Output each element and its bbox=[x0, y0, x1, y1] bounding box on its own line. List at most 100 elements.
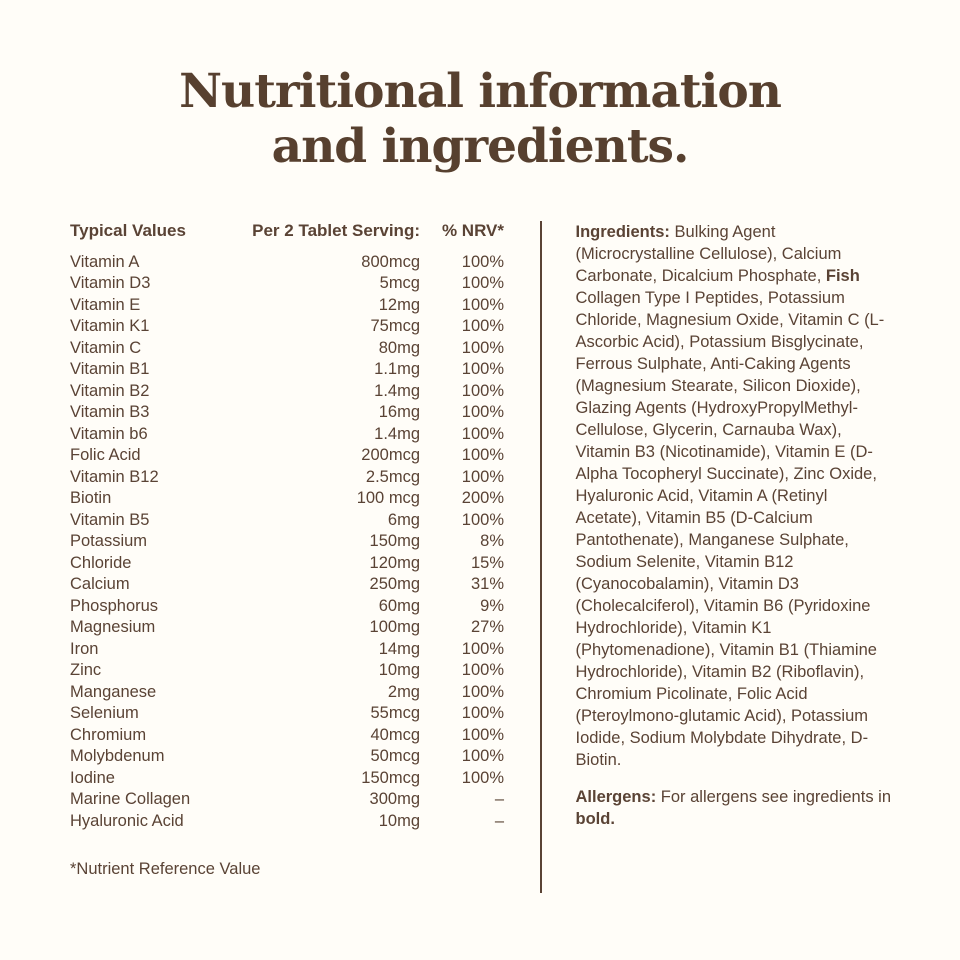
cell-nrv: 100% bbox=[461, 639, 504, 658]
header-nrv: % NRV* bbox=[441, 220, 504, 240]
cell-amount: 150mcg bbox=[361, 768, 420, 787]
cell-nrv: 100% bbox=[461, 725, 504, 744]
cell-nrv: 100% bbox=[461, 747, 504, 766]
cell-amount: 1.4mg bbox=[374, 381, 420, 400]
cell-nrv: 100% bbox=[461, 252, 504, 271]
cell-nrv: 200% bbox=[461, 489, 504, 508]
cell-amount: 2.5mcg bbox=[365, 467, 420, 486]
cell-amount: 40mcg bbox=[370, 725, 420, 744]
cell-nrv: 31% bbox=[470, 575, 504, 594]
cell-amount: 100mg bbox=[369, 618, 420, 637]
cell-amount: 1.4mg bbox=[374, 424, 420, 443]
table-row: Magnesium 100mg 27% bbox=[70, 617, 504, 639]
page-title-line1: Nutritional information bbox=[179, 64, 782, 119]
cell-amount: 16mg bbox=[378, 403, 420, 422]
table-row: Molybdenum 50mcg 100% bbox=[70, 746, 504, 768]
table-row: Phosphorus 60mg 9% bbox=[70, 596, 504, 618]
cell-name: Chromium bbox=[70, 725, 147, 744]
cell-name: Vitamin K1 bbox=[70, 317, 150, 336]
ingredients-text: Ingredients: Bulking Agent (Microcrystal… bbox=[575, 222, 885, 769]
cell-amount: 80mg bbox=[378, 338, 420, 357]
table-row: Vitamin B12 2.5mcg 100% bbox=[70, 467, 504, 489]
table-row: Vitamin A 800mcg 100% bbox=[70, 252, 504, 274]
table-row: Vitamin K1 75mcg 100% bbox=[70, 316, 504, 338]
cell-nrv: 100% bbox=[461, 274, 504, 293]
table-row: Vitamin E 12mg 100% bbox=[70, 295, 504, 317]
cell-name: Vitamin B2 bbox=[70, 381, 150, 400]
ingredients-column: Ingredients: Bulking Agent (Microcrystal… bbox=[576, 221, 897, 830]
cell-nrv: 27% bbox=[470, 618, 504, 637]
cell-amount: 10mg bbox=[378, 661, 420, 680]
cell-nrv: 8% bbox=[480, 532, 504, 551]
cell-nrv: 100% bbox=[461, 768, 504, 787]
cell-amount: 150mg bbox=[369, 532, 420, 551]
cell-nrv: 100% bbox=[461, 317, 504, 336]
cell-name: Vitamin B12 bbox=[70, 467, 159, 486]
cell-amount: 10mg bbox=[378, 811, 420, 830]
table-row: Manganese 2mg 100% bbox=[70, 682, 504, 704]
cell-nrv: 15% bbox=[470, 553, 504, 572]
table-row: Iodine 150mcg 100% bbox=[70, 768, 504, 790]
cell-amount: 55mcg bbox=[370, 704, 420, 723]
table-row: Hyaluronic Acid 10mg – bbox=[70, 811, 504, 833]
cell-nrv: 100% bbox=[461, 467, 504, 486]
table-row: Zinc 10mg 100% bbox=[70, 660, 504, 682]
cell-nrv: 9% bbox=[480, 596, 504, 615]
table-row: Chloride 120mg 15% bbox=[70, 553, 504, 575]
table-row: Folic Acid 200mcg 100% bbox=[70, 445, 504, 467]
table-row: Iron 14mg 100% bbox=[70, 639, 504, 661]
cell-nrv: – bbox=[494, 790, 504, 809]
cell-nrv: 100% bbox=[461, 360, 504, 379]
cell-amount: 300mg bbox=[369, 790, 420, 809]
table-row: Chromium 40mcg 100% bbox=[70, 725, 504, 747]
column-divider bbox=[540, 220, 542, 893]
cell-amount: 250mg bbox=[369, 575, 420, 594]
cell-name: Biotin bbox=[70, 489, 112, 508]
cell-nrv: – bbox=[494, 811, 504, 830]
cell-name: Iron bbox=[70, 639, 99, 658]
cell-amount: 120mg bbox=[369, 553, 420, 572]
cell-name: Folic Acid bbox=[70, 446, 141, 465]
header-typical-values: Typical Values bbox=[70, 220, 186, 240]
cell-name: Potassium bbox=[70, 532, 148, 551]
cell-name: Phosphorus bbox=[70, 596, 159, 615]
cell-name: Zinc bbox=[70, 661, 102, 680]
cell-nrv: 100% bbox=[461, 424, 504, 443]
table-row: Vitamin b6 1.4mg 100% bbox=[70, 424, 504, 446]
nutrition-table-body: Vitamin A 800mcg 100% Vitamin D3 5mcg 100% Vit… bbox=[70, 252, 504, 833]
cell-amount: 5mcg bbox=[379, 274, 420, 293]
table-row: Calcium 250mg 31% bbox=[70, 574, 504, 596]
cell-name: Iodine bbox=[70, 768, 115, 787]
cell-name: Calcium bbox=[70, 575, 130, 594]
cell-amount: 2mg bbox=[387, 682, 420, 701]
cell-amount: 60mg bbox=[378, 596, 420, 615]
cell-nrv: 100% bbox=[461, 381, 504, 400]
cell-nrv: 100% bbox=[461, 510, 504, 529]
cell-name: Vitamin C bbox=[70, 338, 142, 357]
cell-name: Chloride bbox=[70, 553, 132, 572]
cell-amount: 75mcg bbox=[370, 317, 420, 336]
label-content: Typical Values Per 2 Tablet Serving: % N… bbox=[0, 175, 960, 893]
header-per-serving: Per 2 Tablet Serving: bbox=[252, 220, 420, 240]
cell-name: Vitamin B1 bbox=[70, 360, 150, 379]
table-row: Potassium 150mg 8% bbox=[70, 531, 504, 553]
cell-name: Manganese bbox=[70, 682, 157, 701]
cell-amount: 14mg bbox=[378, 639, 420, 658]
cell-nrv: 100% bbox=[461, 661, 504, 680]
typical-values-column: Typical Values Per 2 Tablet Serving: % N… bbox=[70, 221, 504, 880]
cell-nrv: 100% bbox=[461, 704, 504, 723]
table-row: Biotin 100 mcg 200% bbox=[70, 488, 504, 510]
cell-name: Vitamin E bbox=[70, 295, 141, 314]
cell-amount: 100 mcg bbox=[356, 489, 420, 508]
cell-name: Magnesium bbox=[70, 618, 156, 637]
table-row: Marine Collagen 300mg – bbox=[70, 789, 504, 811]
table-row: Vitamin D3 5mcg 100% bbox=[70, 273, 504, 295]
page-title-line2: and ingredients. bbox=[271, 119, 690, 175]
cell-name: Vitamin D3 bbox=[70, 274, 151, 293]
cell-name: Marine Collagen bbox=[70, 790, 191, 809]
cell-nrv: 100% bbox=[461, 682, 504, 701]
cell-name: Vitamin b6 bbox=[70, 424, 148, 443]
cell-nrv: 100% bbox=[461, 338, 504, 357]
cell-name: Vitamin B3 bbox=[70, 403, 150, 422]
